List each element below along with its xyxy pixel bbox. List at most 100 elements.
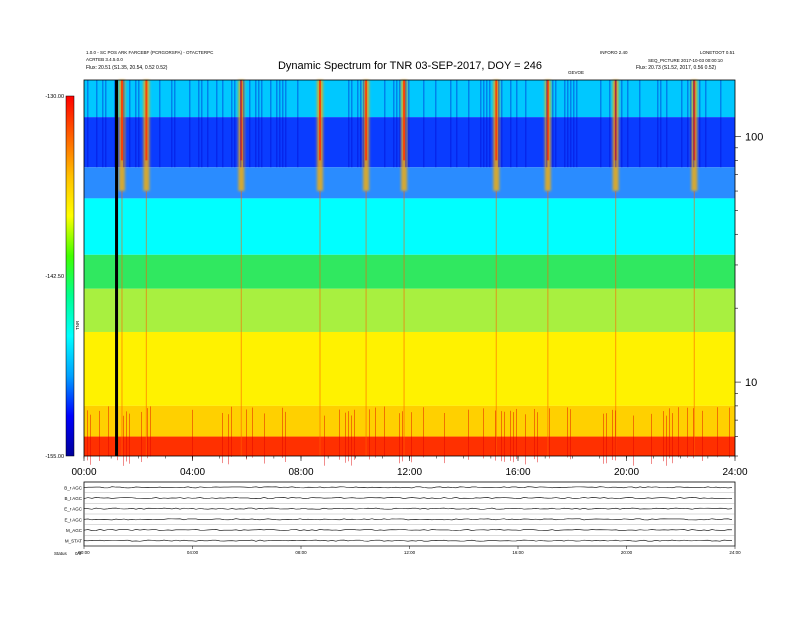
spectrum-band: [84, 80, 735, 118]
texture-stripe: [192, 409, 193, 460]
status-series-line: [83, 539, 733, 542]
texture-stripe: [90, 414, 91, 465]
texture-stripe: [375, 407, 376, 458]
texture-stripe: [264, 413, 265, 464]
texture-stripe: [408, 80, 410, 168]
texture-stripe: [687, 80, 689, 168]
colorbar-tick-bottom: -155.00: [45, 454, 64, 460]
texture-stripe: [573, 80, 575, 168]
texture-stripe: [282, 407, 283, 458]
radio-burst-tail: [365, 191, 367, 457]
texture-stripe: [141, 411, 142, 463]
radio-burst-core: [145, 80, 148, 161]
texture-stripe: [501, 80, 503, 168]
status-x-tick-label: 12:00: [404, 550, 416, 555]
texture-stripe: [699, 80, 701, 168]
texture-stripe: [339, 409, 340, 460]
texture-stripe: [525, 414, 526, 465]
texture-stripe: [423, 407, 424, 458]
texture-stripe: [633, 415, 634, 466]
radio-burst-core: [365, 80, 368, 161]
texture-stripe: [174, 80, 176, 168]
texture-stripe: [666, 415, 667, 466]
texture-stripe: [720, 80, 722, 168]
texture-stripe: [138, 80, 140, 168]
texture-stripe: [555, 80, 557, 168]
status-series-label: B_t AGC: [64, 496, 82, 501]
texture-stripe: [123, 80, 125, 168]
header-left-line-2: ACRTEB 3.4.5.0.0: [86, 57, 123, 62]
texture-stripe: [258, 80, 260, 168]
status-series-label: B_r AGC: [64, 485, 83, 490]
radio-burst-tail: [495, 191, 497, 457]
texture-stripe: [564, 80, 566, 168]
texture-stripe: [603, 413, 604, 464]
texture-stripe: [549, 408, 550, 459]
texture-stripe: [510, 410, 511, 461]
texture-stripe: [285, 80, 287, 168]
x-tick-label: 24:00: [722, 467, 747, 478]
header-right-line-3: SEQ_PICTURE 2017-10-03 00:00:10: [648, 58, 723, 63]
texture-stripe: [498, 80, 500, 168]
texture-stripe: [231, 406, 232, 457]
texture-stripe: [384, 406, 385, 457]
texture-stripe: [483, 80, 485, 168]
texture-stripe: [495, 410, 496, 461]
spectrum-band: [84, 436, 735, 456]
texture-stripe: [510, 80, 512, 168]
texture-stripe: [324, 415, 325, 466]
status-series-line: [83, 507, 733, 510]
texture-stripe: [672, 413, 673, 464]
texture-stripe: [615, 410, 616, 461]
texture-stripe: [534, 408, 535, 460]
texture-stripe: [369, 409, 370, 460]
radio-burst-tail: [145, 191, 147, 457]
texture-stripe: [231, 80, 233, 168]
texture-stripe: [348, 80, 350, 168]
texture-stripe: [357, 80, 359, 168]
texture-stripe: [255, 80, 257, 168]
spectrum-band: [84, 198, 735, 255]
status-series-label: E_t AGC: [64, 517, 82, 522]
texture-stripe: [444, 412, 445, 464]
texture-stripe: [402, 411, 403, 462]
texture-stripe: [228, 414, 229, 465]
texture-stripe: [552, 80, 554, 168]
status-series-label: M_AGC: [66, 528, 83, 533]
texture-stripe: [576, 80, 578, 168]
texture-stripe: [651, 413, 652, 464]
spectrum-band: [84, 331, 735, 406]
radio-burst-tail: [319, 191, 321, 457]
texture-stripe: [657, 80, 659, 168]
texture-stripe: [282, 80, 284, 168]
colorbar-tick-top: -130.00: [45, 94, 64, 100]
texture-stripe: [129, 413, 130, 464]
status-x-tick-label: 00:00: [78, 550, 90, 555]
texture-stripe: [435, 80, 437, 168]
texture-stripe: [411, 412, 412, 463]
texture-stripe: [666, 80, 668, 168]
y-tick-label: 10: [745, 377, 757, 389]
texture-stripe: [513, 412, 514, 463]
status-series-label: M_STAT: [65, 539, 82, 544]
x-tick-label: 20:00: [614, 467, 639, 478]
texture-stripe: [621, 80, 623, 168]
texture-stripe: [189, 80, 191, 168]
texture-stripe: [96, 80, 98, 168]
texture-stripe: [567, 407, 568, 458]
header-center-small: GEVOE: [568, 70, 584, 75]
texture-stripe: [489, 80, 491, 168]
texture-stripe: [246, 409, 247, 460]
texture-stripe: [252, 407, 253, 458]
radio-burst-core: [546, 80, 549, 161]
x-tick-label: 04:00: [180, 467, 205, 478]
texture-stripe: [486, 80, 488, 168]
header-left: 1.0.0 - SC POS ARK FARCEBF (PCRGORSPA) -…: [86, 50, 214, 71]
header-right: INFORO 2.40 LONETOOT 0.51 SEQ_PICTURE 20…: [600, 50, 735, 71]
radio-burst-core: [318, 80, 321, 161]
radio-burst-tail: [403, 191, 405, 457]
texture-stripe: [147, 408, 148, 459]
texture-stripe: [546, 80, 548, 168]
